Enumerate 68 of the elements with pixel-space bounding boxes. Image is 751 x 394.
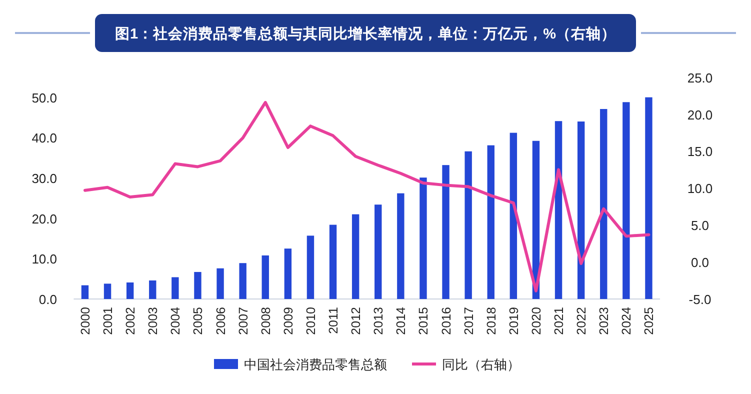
x-tick-label: 2002 — [124, 306, 138, 335]
bar — [464, 151, 472, 299]
x-tick-label: 2018 — [484, 306, 498, 335]
y2-tick-label: 20.0 — [687, 107, 713, 122]
bar — [352, 214, 360, 299]
x-tick-label: 2001 — [101, 306, 116, 335]
bar — [104, 284, 112, 299]
x-tick-label: 2023 — [597, 306, 612, 335]
x-tick-label: 2024 — [620, 306, 634, 335]
bar — [172, 277, 179, 299]
y2-tick-label: 25.0 — [687, 70, 713, 86]
y-tick-label: 50.0 — [32, 90, 57, 106]
x-tick-label: 2017 — [462, 306, 476, 335]
bar — [284, 248, 292, 299]
y-tick-label: 10.0 — [32, 252, 57, 267]
y2-tick-label: -5.0 — [688, 292, 712, 307]
x-tick-label: 2014 — [394, 306, 408, 335]
bar — [510, 132, 518, 299]
x-tick-label: 2015 — [416, 306, 431, 335]
bar — [329, 224, 337, 299]
bar — [81, 285, 89, 299]
x-tick-label: 2004 — [168, 306, 183, 335]
y-tick-label: 40.0 — [32, 130, 57, 146]
y-tick-label: 30.0 — [32, 170, 57, 186]
x-tick-label: 2016 — [439, 306, 454, 335]
bar — [600, 109, 608, 299]
x-tick-label: 2007 — [236, 306, 250, 335]
legend-label: 同比（右轴） — [442, 357, 520, 372]
bar — [306, 236, 314, 299]
x-tick-label: 2012 — [349, 306, 364, 335]
x-tick-label: 2006 — [214, 306, 228, 335]
bar — [487, 145, 494, 299]
bar — [442, 165, 450, 299]
line-series — [83, 100, 650, 292]
bar — [149, 280, 156, 299]
y2-tick-label: 10.0 — [687, 181, 713, 196]
bar — [397, 193, 404, 299]
bar — [126, 282, 134, 299]
bar — [554, 121, 562, 299]
y2-tick-label: 5.0 — [690, 218, 710, 234]
y2-tick-label: 0.0 — [690, 255, 710, 270]
bar — [622, 102, 630, 299]
x-tick-label: 2025 — [642, 306, 656, 335]
x-tick-label: 2003 — [146, 306, 160, 335]
bar — [194, 272, 202, 299]
bar — [577, 122, 585, 299]
x-tick-label: 2005 — [191, 306, 206, 335]
x-tick-label: 2000 — [78, 306, 92, 335]
x-tick-label: 2011 — [326, 306, 341, 334]
y2-tick-label: 15.0 — [687, 144, 713, 160]
x-tick-label: 2019 — [506, 306, 521, 335]
chart-title: 图1：社会消费品零售总额与其同比增长率情况，单位：万亿元，%（右轴） — [115, 24, 616, 42]
bar — [216, 268, 224, 299]
x-tick-label: 2022 — [574, 306, 589, 335]
bar — [239, 263, 246, 299]
bar — [420, 178, 427, 299]
x-tick-label: 2021 — [552, 306, 566, 335]
bar — [645, 97, 652, 299]
x-tick-label: 2020 — [529, 306, 544, 335]
bar — [262, 255, 269, 299]
x-tick-label: 2010 — [304, 306, 318, 335]
y-tick-label: 20.0 — [32, 211, 57, 226]
x-tick-label: 2009 — [281, 306, 296, 335]
y-tick-label: 0.0 — [38, 292, 57, 307]
legend-label: 中国社会消费品零售总额 — [244, 357, 387, 372]
bar — [374, 204, 382, 299]
x-tick-label: 2013 — [372, 306, 386, 335]
x-tick-label: 2008 — [258, 306, 273, 335]
